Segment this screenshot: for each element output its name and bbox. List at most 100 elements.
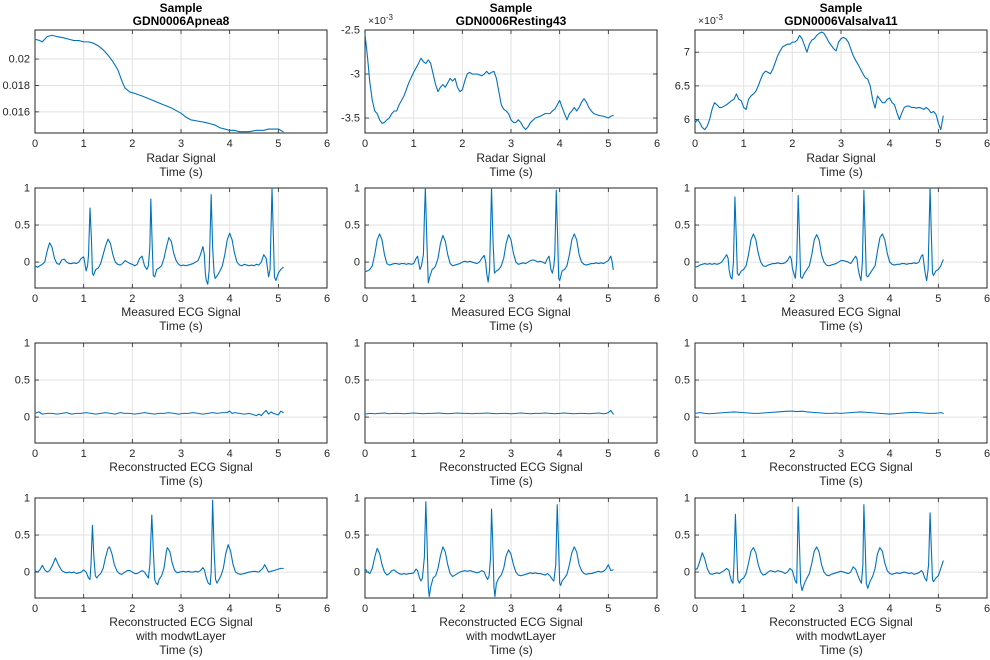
- x-tick-label: 3: [838, 293, 844, 305]
- y-tick-label: 0: [684, 567, 690, 579]
- x-tick-label: 5: [935, 448, 941, 460]
- x-axis-label: Measured ECG Signal Time (s): [35, 305, 327, 333]
- y-tick-label: 0: [24, 412, 30, 424]
- signal-line: [364, 187, 614, 284]
- x-tick-label: 6: [984, 138, 990, 150]
- x-tick-label: 6: [324, 293, 330, 305]
- x-tick-label: 3: [178, 448, 184, 460]
- plot-title-line: Sample: [819, 1, 863, 15]
- x-axis-label-line: Time (s): [159, 474, 203, 488]
- signal-line: [364, 409, 614, 415]
- x-tick-label: 4: [227, 138, 233, 150]
- x-axis-label-line: Measured ECG Signal: [121, 305, 241, 319]
- x-tick-label: 2: [459, 138, 465, 150]
- x-tick-label: 5: [605, 448, 611, 460]
- y-tick-label: 1: [354, 493, 360, 505]
- subplot-reconstructed-modwt-apnea8: 0 1 2 3 4 5 6 0 0.5 1 Reconstructed ECG Signal wi…: [0, 490, 330, 660]
- x-tick-label: 5: [275, 138, 281, 150]
- x-axis-label-line: Reconstructed ECG Signal: [439, 615, 583, 629]
- x-tick-label: 2: [129, 603, 135, 615]
- x-tick-label: 0: [32, 293, 38, 305]
- x-tick-label: 2: [129, 138, 135, 150]
- axis-box: [694, 342, 988, 444]
- x-tick-label: 6: [324, 138, 330, 150]
- y-tick-label: 1: [354, 183, 360, 195]
- x-tick-label: 3: [508, 448, 514, 460]
- y-tick-label: 1: [684, 183, 690, 195]
- x-axis-label-line: Time (s): [159, 319, 203, 333]
- x-axis-label-line: Radar Signal: [476, 151, 546, 165]
- x-tick-label: 0: [362, 138, 368, 150]
- plot-title-line: GDN0006Resting43: [455, 14, 567, 28]
- x-axis-label: Radar Signal Time (s): [695, 151, 987, 179]
- x-axis-label: Measured ECG Signal Time (s): [695, 305, 987, 333]
- subplot-measured-ecg-resting43: 0 1 2 3 4 5 6 0 0.5 1 Measured ECG Signal Time (s…: [330, 180, 660, 335]
- x-tick-label: 3: [508, 603, 514, 615]
- x-tick-label: 3: [838, 138, 844, 150]
- x-tick-label: 0: [692, 603, 698, 615]
- y-tick-label: 1: [684, 338, 690, 350]
- x-tick-label: 6: [654, 293, 660, 305]
- signal-line: [694, 187, 944, 282]
- x-axis-label: Measured ECG Signal Time (s): [365, 305, 657, 333]
- axis-box: [364, 497, 658, 599]
- x-axis-label-line: Reconstructed ECG Signal: [439, 460, 583, 474]
- x-tick-label: 5: [935, 293, 941, 305]
- x-tick-label: 5: [935, 138, 941, 150]
- signal-line: [694, 31, 944, 131]
- x-tick-label: 0: [692, 138, 698, 150]
- x-tick-label: 0: [692, 448, 698, 460]
- y-tick-label: 0: [24, 567, 30, 579]
- x-tick-label: 2: [129, 448, 135, 460]
- plot-area-reconstructed-modwt-resting43: 0 1 2 3 4 5 6 0 0.5 1: [345, 493, 660, 616]
- subplot-reconstructed-ecg-apnea8: 0 1 2 3 4 5 6 0 0.5 1 Reconstructed ECG Signal Ti…: [0, 335, 330, 490]
- y-tick-label: 0: [354, 257, 360, 269]
- y-tick-label: 6.5: [675, 80, 690, 92]
- x-tick-label: 1: [741, 603, 747, 615]
- y-tick-label: 0.5: [15, 220, 30, 232]
- y-tick-label: 0.5: [15, 375, 30, 387]
- axis-box: [694, 497, 988, 599]
- plot-area-measured-ecg-resting43: 0 1 2 3 4 5 6 0 0.5 1: [345, 183, 660, 306]
- x-tick-label: 6: [324, 448, 330, 460]
- x-axis-label-line: with modwtLayer: [135, 629, 227, 643]
- x-tick-label: 1: [741, 448, 747, 460]
- x-tick-label: 6: [654, 448, 660, 460]
- y-tick-label: 0.5: [675, 220, 690, 232]
- signal-line: [364, 33, 614, 131]
- x-tick-label: 1: [81, 448, 87, 460]
- y-tick-label: 0.5: [675, 530, 690, 542]
- x-tick-label: 2: [789, 448, 795, 460]
- x-tick-label: 0: [32, 448, 38, 460]
- x-tick-label: 2: [459, 448, 465, 460]
- plot-title-line: Sample: [159, 1, 203, 15]
- y-tick-label: 0: [24, 257, 30, 269]
- axis-box: [364, 29, 658, 134]
- x-tick-label: 0: [32, 138, 38, 150]
- subplot-reconstructed-ecg-valsalva11: 0 1 2 3 4 5 6 0 0.5 1 Reconstructed ECG Signal Ti…: [660, 335, 990, 490]
- x-axis-label-line: Time (s): [489, 319, 533, 333]
- plot-area-reconstructed-ecg-valsalva11: 0 1 2 3 4 5 6 0 0.5 1: [675, 338, 990, 461]
- y-tick-label: 1: [24, 493, 30, 505]
- y-tick-label: 0.5: [345, 530, 360, 542]
- x-axis-label-line: Time (s): [819, 643, 863, 657]
- subplot-radar-resting43: 0 1 2 3 4 5 6 -3.5 -3 -2.5 ×10-3 Sample GDN0006Res…: [330, 0, 660, 180]
- x-axis-label-line: with modwtLayer: [465, 629, 557, 643]
- x-axis-label: Reconstructed ECG Signal with modwtLayer…: [695, 615, 987, 657]
- x-tick-label: 4: [887, 138, 893, 150]
- x-tick-label: 3: [838, 448, 844, 460]
- x-axis-label-line: Time (s): [819, 165, 863, 179]
- axis-box: [34, 187, 328, 289]
- x-axis-label-line: Reconstructed ECG Signal: [769, 460, 913, 474]
- axis-box: [694, 187, 988, 289]
- x-tick-label: 5: [275, 448, 281, 460]
- x-tick-label: 1: [411, 603, 417, 615]
- x-axis-label: Reconstructed ECG Signal Time (s): [695, 460, 987, 488]
- x-tick-label: 5: [605, 603, 611, 615]
- plot-title-line: GDN0006Apnea8: [132, 14, 230, 28]
- y-tick-label: 0.5: [675, 375, 690, 387]
- x-tick-label: 6: [324, 603, 330, 615]
- y-tick-label: 1: [24, 338, 30, 350]
- signal-line: [694, 504, 944, 592]
- plot-area-measured-ecg-apnea8: 0 1 2 3 4 5 6 0 0.5 1: [15, 183, 330, 306]
